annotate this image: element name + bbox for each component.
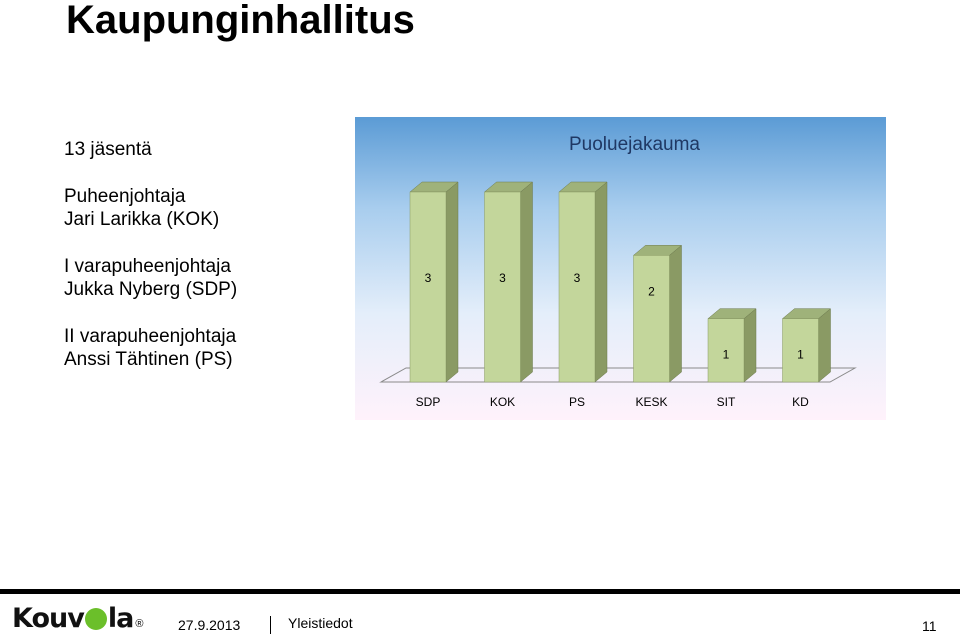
data-label: 3 [425,271,432,285]
footer-separator [270,616,271,634]
data-label: 3 [499,271,506,285]
logo-registered-mark: ® [135,618,144,630]
category-label: KOK [490,395,515,409]
bar [484,191,521,383]
role-person: Anssi Tähtinen (PS) [64,349,233,370]
category-label: KESK [635,395,667,409]
role-chair: Puheenjohtaja Jari Larikka (KOK) [64,185,237,231]
category-label: PS [569,395,585,409]
bar-side [743,308,757,383]
board-info: 13 jäsentä Puheenjohtaja Jari Larikka (K… [64,138,237,395]
bar [633,255,670,383]
member-count: 13 jäsentä [64,139,152,160]
footer-divider [0,589,960,594]
chart-floor [379,367,857,383]
category-label: SIT [717,395,736,409]
bar [558,191,596,383]
bar-side [818,308,831,383]
role-person: Jukka Nyberg (SDP) [64,279,238,300]
role-title: I varapuheenjohtaja [64,256,231,277]
role-second-vice-chair: II varapuheenjohtaja Anssi Tähtinen (PS) [64,325,237,371]
kouvola-logo: Kouv la ® [12,602,144,634]
data-label: 3 [574,271,581,285]
category-label: SDP [416,395,441,409]
role-title: II varapuheenjohtaja [64,326,237,347]
data-label: 1 [723,348,730,362]
role-person: Jari Larikka (KOK) [64,209,220,230]
data-label: 1 [797,348,804,362]
bar-side [445,181,459,383]
bar-side [594,181,608,383]
chart-canvas: Puoluejakauma 3 SDP 3 KOK 3 PS 2 KESK 1 SIT 1 KD [379,134,857,409]
category-label: KD [792,395,809,409]
role-title: Puheenjohtaja [64,186,186,207]
chart-title: Puoluejakauma [569,134,700,155]
footer-page-number: 11 [922,618,937,634]
bar [409,191,447,383]
footer-section-name: Yleistiedot [288,615,353,631]
party-distribution-chart: Puoluejakauma 3 SDP 3 KOK 3 PS 2 KESK 1 SIT 1 KD [355,117,886,420]
bar-side [520,181,533,383]
logo-face-icon [84,607,107,630]
role-first-vice-chair: I varapuheenjohtaja Jukka Nyberg (SDP) [64,255,237,301]
bar [707,318,745,383]
page-title: Kaupunginhallitus [66,0,415,42]
bar [782,318,819,383]
logo-wordmark: Kouv la [12,602,134,634]
footer-date: 27.9.2013 [178,617,241,633]
data-label: 2 [648,284,655,298]
bar-side [669,244,682,383]
